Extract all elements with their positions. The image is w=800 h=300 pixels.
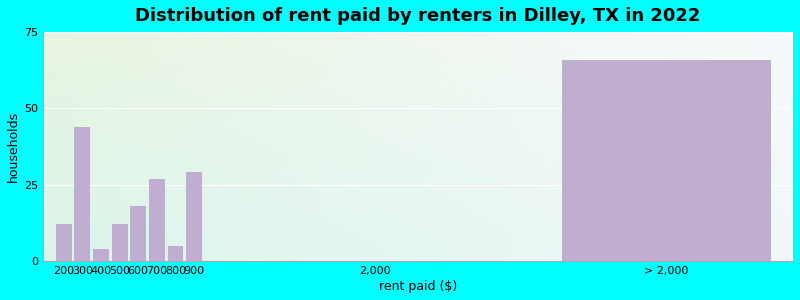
Bar	[186, 172, 202, 261]
Y-axis label: households: households	[7, 111, 20, 182]
Bar	[168, 246, 183, 261]
Bar	[93, 249, 109, 261]
Bar	[74, 127, 90, 261]
Title: Distribution of rent paid by renters in Dilley, TX in 2022: Distribution of rent paid by renters in …	[135, 7, 701, 25]
Bar	[112, 224, 127, 261]
Bar	[149, 178, 165, 261]
X-axis label: rent paid ($): rent paid ($)	[379, 280, 458, 293]
Bar	[562, 59, 770, 261]
Bar	[56, 224, 71, 261]
Bar	[130, 206, 146, 261]
